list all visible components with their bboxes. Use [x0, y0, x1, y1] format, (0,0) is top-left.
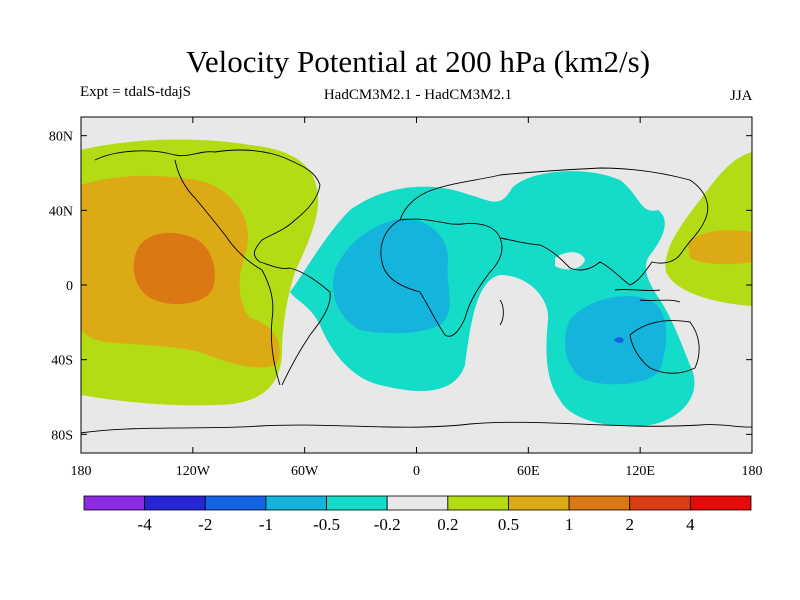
colorbar-label: -0.5	[313, 515, 340, 534]
colorbar-label: 0.5	[498, 515, 519, 534]
contour-zero-hole	[555, 252, 585, 270]
colorbar: -4 -2 -1 -0.5 -0.2 0.2 0.5 1 2 4	[83, 495, 752, 534]
colorbar-swatch	[689, 495, 752, 511]
y-tick-label: 80N	[49, 130, 73, 145]
colorbar-swatch	[265, 495, 327, 511]
contour-pos-0.2-wpac	[665, 152, 752, 306]
contour-fields	[81, 139, 752, 434]
contour-neg-1	[614, 337, 624, 343]
x-tick-label: 180	[742, 464, 763, 479]
x-tick-label: 180	[71, 464, 92, 479]
models-label: HadCM3M2.1 - HadCM3M2.1	[323, 87, 513, 103]
colorbar-swatch	[508, 495, 570, 511]
y-tick-label: 0	[66, 279, 73, 294]
x-tick-label: 120E	[625, 464, 655, 479]
colorbar-label: -2	[198, 515, 212, 534]
y-tick-label: 40S	[51, 354, 73, 369]
colorbar-label: -0.2	[374, 515, 401, 534]
colorbar-swatch	[83, 495, 146, 511]
experiment-label: Expt = tdalS-tdajS	[80, 84, 191, 100]
contour-neg-0.5-atl	[332, 218, 450, 334]
season-label: JJA	[730, 88, 753, 104]
colorbar-label: -4	[138, 515, 153, 534]
colorbar-swatch	[204, 495, 267, 511]
colorbar-swatch	[447, 495, 509, 511]
y-tick-label: 40N	[49, 204, 73, 219]
y-tick-label: 80S	[51, 428, 73, 443]
chart-title: Velocity Potential at 200 hPa (km2/s)	[185, 44, 651, 79]
axes: 180 120W 60W 0 60E 120E 180 80N 40N 0 40S 80S	[49, 117, 763, 479]
coastlines	[81, 149, 752, 434]
x-tick-label: 60E	[517, 464, 540, 479]
colorbar-label: 0.2	[437, 515, 458, 534]
colorbar-label: 1	[565, 515, 574, 534]
colorbar-label: 4	[686, 515, 695, 534]
contour-pos-1	[133, 232, 215, 305]
colorbar-swatch	[386, 495, 449, 511]
x-tick-label: 60W	[291, 464, 319, 479]
x-tick-label: 120W	[176, 464, 211, 479]
colorbar-swatch	[144, 495, 206, 511]
x-tick-label: 0	[413, 464, 420, 479]
colorbar-swatch	[326, 495, 388, 511]
colorbar-swatch	[568, 495, 631, 511]
colorbar-label: -1	[259, 515, 273, 534]
colorbar-swatch	[629, 495, 691, 511]
colorbar-label: 2	[625, 515, 634, 534]
contour-pos-0.5-wpac	[688, 230, 752, 265]
